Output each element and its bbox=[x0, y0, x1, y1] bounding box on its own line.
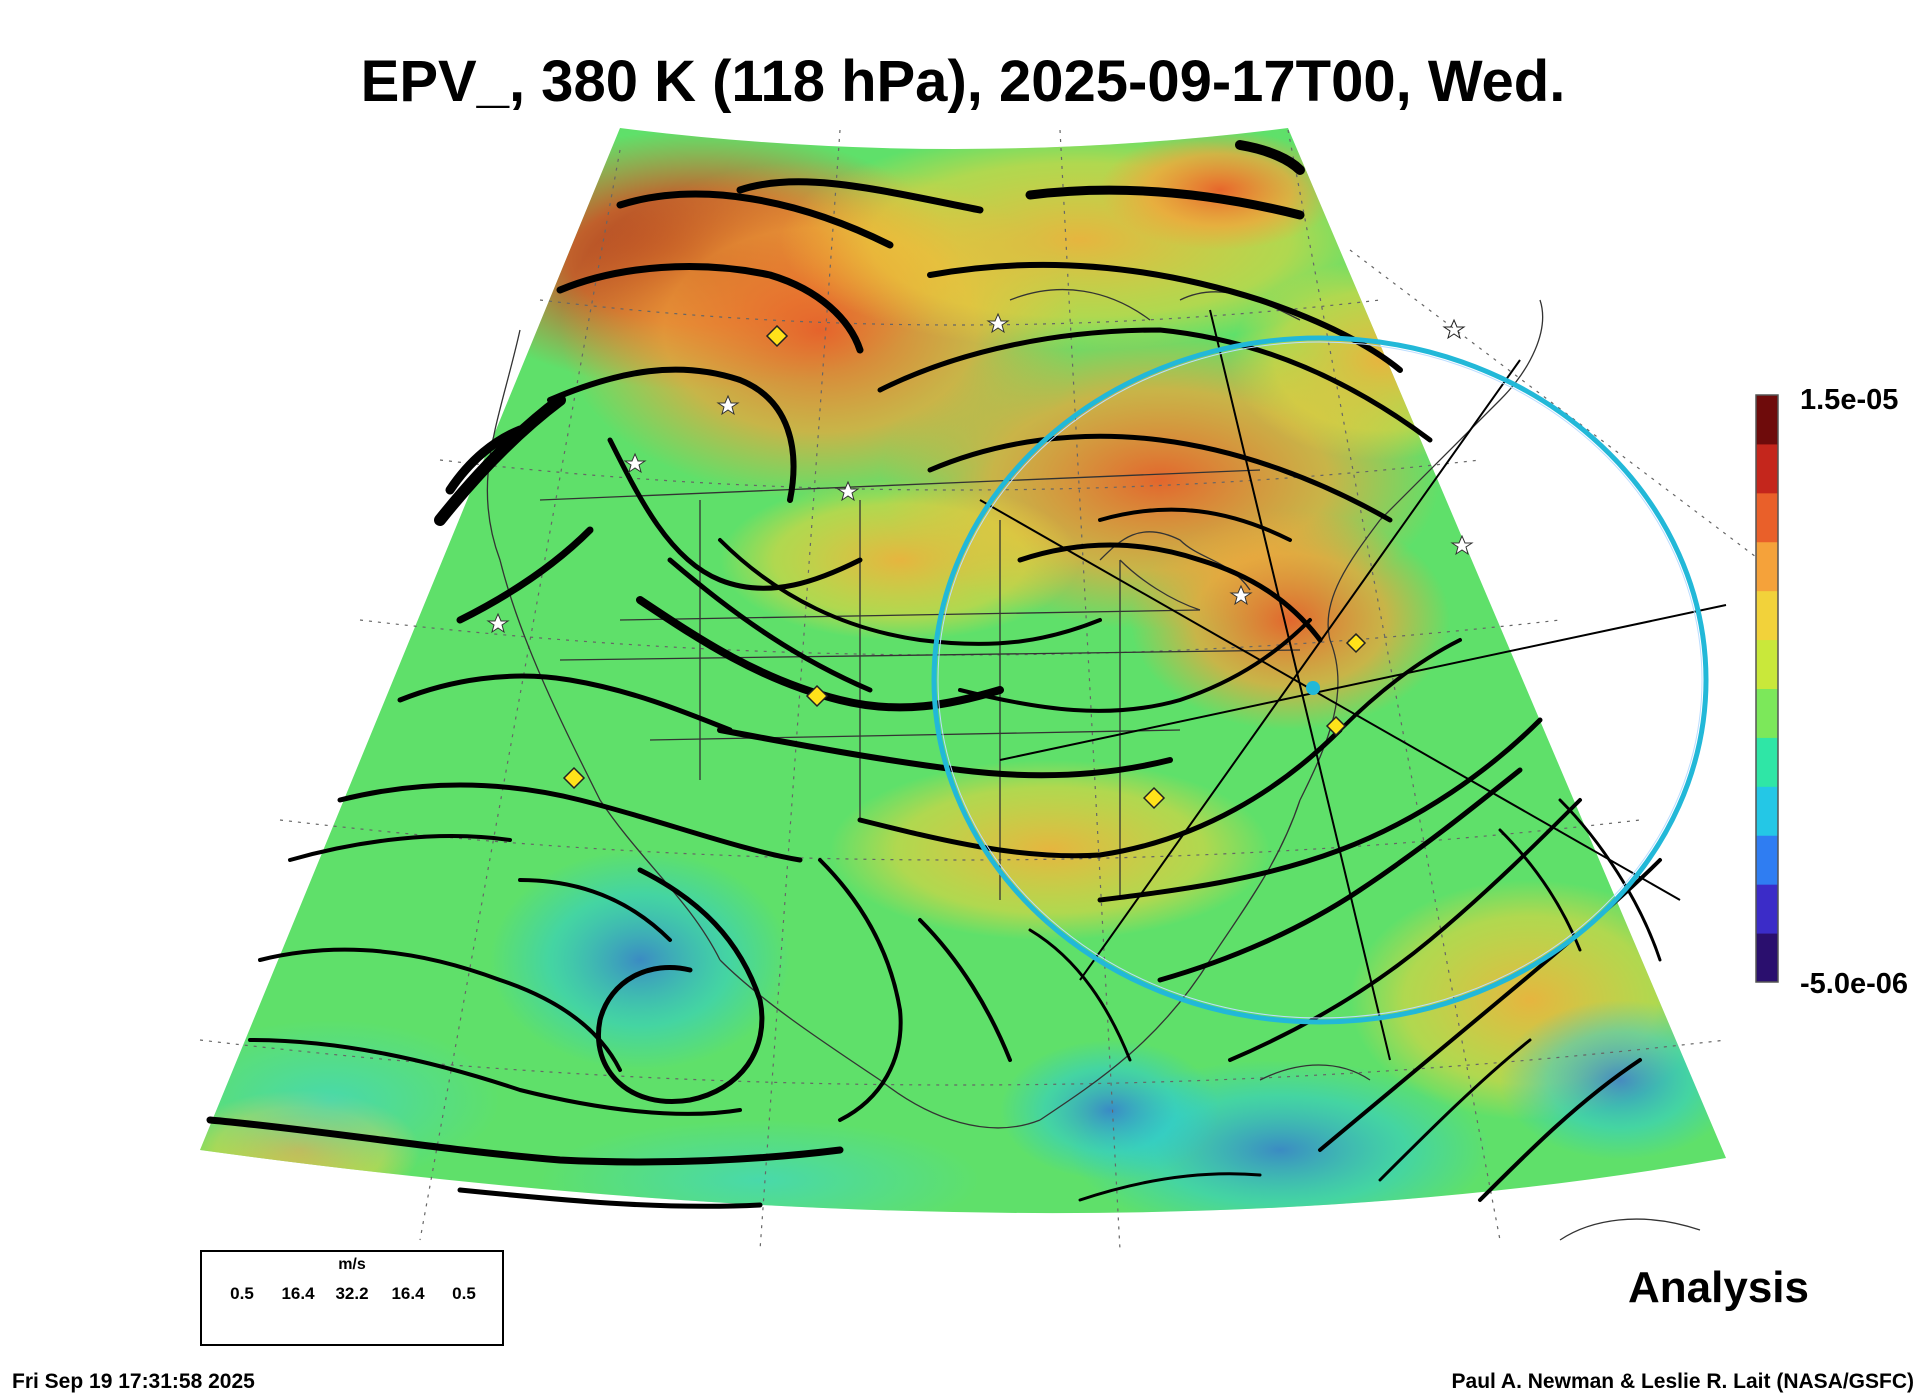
colorbar-swatch bbox=[1756, 884, 1778, 934]
footer-credit: Paul A. Newman & Leslie R. Lait (NASA/GS… bbox=[1451, 1370, 1914, 1393]
diamond-markers bbox=[562, 324, 1367, 810]
colorbar bbox=[1755, 394, 1779, 983]
legend-tick: 32.2 bbox=[335, 1284, 369, 1303]
coastlines bbox=[486, 289, 1701, 1241]
colorbar-swatch bbox=[1756, 933, 1778, 983]
colorbar-swatch bbox=[1756, 737, 1778, 787]
distance-ring bbox=[931, 335, 1709, 1025]
wind-speed-legend: m/s 0.5 16.4 32.2 16.4 0.5 bbox=[200, 1250, 504, 1346]
legend-unit: m/s bbox=[338, 1256, 366, 1273]
legend-tick: 16.4 bbox=[281, 1284, 315, 1303]
colorbar-swatch bbox=[1756, 639, 1778, 689]
legend-tick: 16.4 bbox=[391, 1284, 425, 1303]
colorbar-max-label: 1.5e-05 bbox=[1800, 384, 1899, 416]
colorbar-swatch bbox=[1756, 688, 1778, 738]
legend-tick: 0.5 bbox=[230, 1284, 254, 1303]
colorbar-swatch bbox=[1756, 786, 1778, 836]
graticule bbox=[199, 129, 1761, 1251]
colorbar-swatch bbox=[1756, 395, 1778, 445]
colorbar-swatch bbox=[1756, 443, 1778, 494]
colorbar-min-label: -5.0e-06 bbox=[1800, 968, 1909, 1000]
colorbar-swatch bbox=[1756, 541, 1778, 592]
legend-tick: 0.5 bbox=[452, 1284, 476, 1303]
cross-lines bbox=[979, 309, 1727, 1061]
map-title: EPV_, 380 K (118 hPa), 2025-09-17T00, We… bbox=[360, 49, 1566, 114]
ring-center-marker bbox=[1306, 681, 1320, 695]
analysis-label: Analysis bbox=[1628, 1263, 1809, 1312]
colorbar-swatch bbox=[1756, 835, 1778, 885]
footer-timestamp: Fri Sep 19 17:31:58 2025 bbox=[12, 1370, 255, 1393]
colorbar-swatch bbox=[1756, 492, 1778, 543]
colorbar-swatch bbox=[1756, 590, 1778, 641]
star-markers bbox=[486, 312, 1474, 634]
